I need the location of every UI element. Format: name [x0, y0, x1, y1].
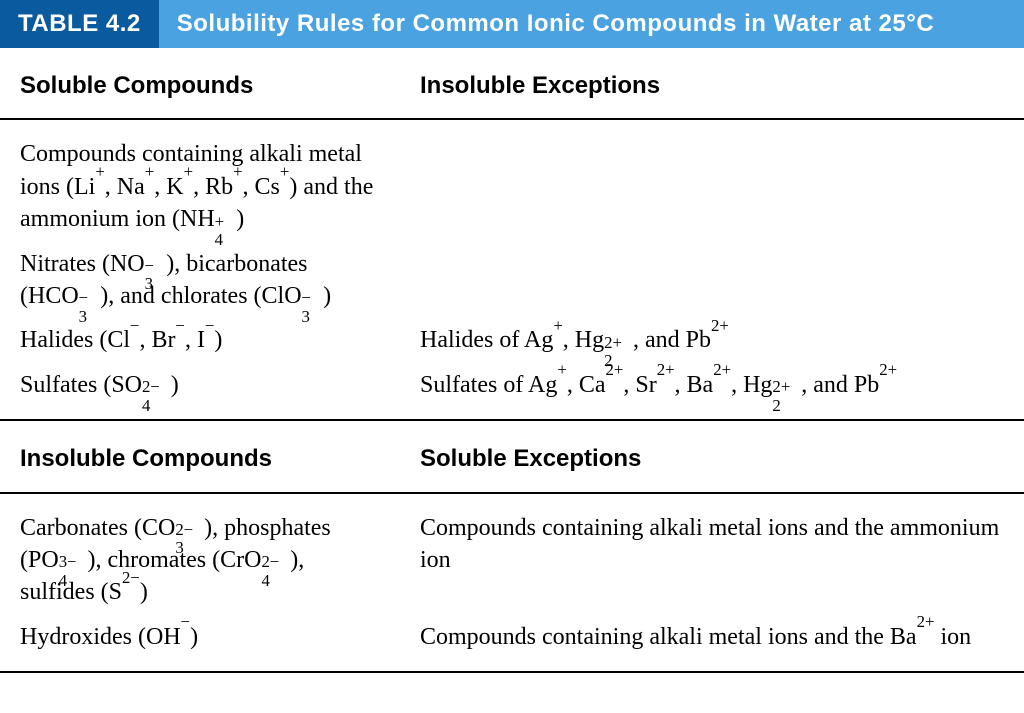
cell-left: Sulfates (SO42−) — [0, 363, 400, 420]
table-row: Carbonates (CO32−), phosphates (PO43−), … — [0, 493, 1024, 615]
cell-left: Compounds containing alkali metal ions (… — [0, 119, 400, 241]
section-header-left: Insoluble Compounds — [0, 420, 400, 492]
table-body: Soluble CompoundsInsoluble ExceptionsCom… — [0, 48, 1024, 673]
section-header-row: Insoluble CompoundsSoluble Exceptions — [0, 420, 1024, 492]
section-header-left: Soluble Compounds — [0, 48, 400, 119]
table-row: Nitrates (NO3−), bicarbonates (HCO3−), a… — [0, 242, 1024, 319]
cell-right — [400, 242, 1024, 319]
solubility-table: TABLE 4.2 Solubility Rules for Common Io… — [0, 0, 1024, 673]
cell-right: Sulfates of Ag+, Ca2+, Sr2+, Ba2+, Hg22+… — [400, 363, 1024, 420]
cell-right: Compounds containing alkali metal ions a… — [400, 493, 1024, 615]
table-row: Halides (Cl−, Br−, I−)Halides of Ag+, Hg… — [0, 318, 1024, 362]
section-header-right: Soluble Exceptions — [400, 420, 1024, 492]
table-number: TABLE 4.2 — [0, 0, 159, 48]
cell-left: Hydroxides (OH−) — [0, 615, 400, 672]
cell-right: Compounds containing alkali metal ions a… — [400, 615, 1024, 672]
cell-left: Carbonates (CO32−), phosphates (PO43−), … — [0, 493, 400, 615]
section-header-row: Soluble CompoundsInsoluble Exceptions — [0, 48, 1024, 119]
table-title-text: Solubility Rules for Common Ionic Compou… — [159, 0, 1024, 48]
table-title-bar: TABLE 4.2 Solubility Rules for Common Io… — [0, 0, 1024, 48]
cell-right — [400, 119, 1024, 241]
section-header-right: Insoluble Exceptions — [400, 48, 1024, 119]
table-row: Compounds containing alkali metal ions (… — [0, 119, 1024, 241]
cell-left: Halides (Cl−, Br−, I−) — [0, 318, 400, 362]
table-row: Hydroxides (OH−)Compounds containing alk… — [0, 615, 1024, 672]
cell-right: Halides of Ag+, Hg22+, and Pb2+ — [400, 318, 1024, 362]
cell-left: Nitrates (NO3−), bicarbonates (HCO3−), a… — [0, 242, 400, 319]
table-row: Sulfates (SO42−)Sulfates of Ag+, Ca2+, S… — [0, 363, 1024, 420]
